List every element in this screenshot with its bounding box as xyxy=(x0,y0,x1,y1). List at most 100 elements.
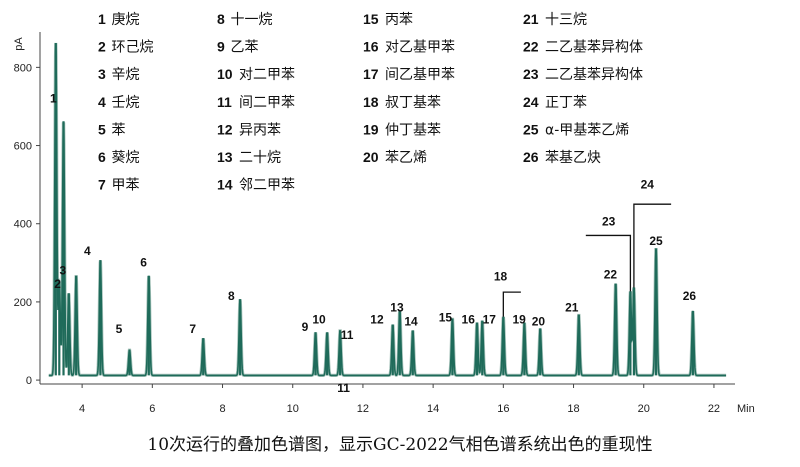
legend-item: 17 间乙基甲苯 xyxy=(363,66,455,83)
legend-compound-name: 辛烷 xyxy=(112,67,140,83)
y-axis-label: pA xyxy=(13,37,25,51)
legend-number: 22 xyxy=(523,39,539,55)
legend-compound-name: 仲丁基苯 xyxy=(385,121,441,138)
legend-compound-name: 乙苯 xyxy=(231,39,259,56)
legend-compound-name: α-甲基苯乙烯 xyxy=(545,121,629,138)
legend-number: 2 xyxy=(98,39,106,55)
legend-compound-name: 丙苯 xyxy=(385,11,413,28)
legend-item: 24 正丁苯 xyxy=(523,94,587,111)
legend-number: 20 xyxy=(363,149,379,165)
y-tick-label: 400 xyxy=(14,219,32,231)
peak-label-25: 25 xyxy=(649,234,663,248)
legend-number: 1 xyxy=(98,11,106,27)
legend-compound-name: 葵烷 xyxy=(112,150,140,166)
legend-compound-name: 苯基乙炔 xyxy=(545,149,601,166)
legend-number: 13 xyxy=(217,149,233,165)
figure-caption: 10次运行的叠加色谱图，显示GC-2022气相色谱系统出色的重现性 xyxy=(147,435,653,455)
peak-label-8: 8 xyxy=(228,289,235,303)
peak-label-12: 12 xyxy=(370,312,384,326)
legend-compound-name: 邻二甲苯 xyxy=(239,177,295,194)
legend-number: 16 xyxy=(363,39,379,55)
peak-label-24: 24 xyxy=(641,178,655,192)
peak-label-26: 26 xyxy=(683,289,697,303)
y-tick-label: 200 xyxy=(14,297,32,309)
legend-item: 16 对乙基甲苯 xyxy=(363,39,455,56)
legend-compound-name: 苯乙烯 xyxy=(385,149,427,166)
peak-label-13: 13 xyxy=(390,301,404,315)
legend-compound-name: 二十烷 xyxy=(239,150,281,166)
legend-item: 25 α-甲基苯乙烯 xyxy=(523,121,629,138)
peak-label-19: 19 xyxy=(512,312,526,326)
legend-number: 15 xyxy=(363,11,379,27)
x-tick-label: 22 xyxy=(708,403,720,415)
peak-label-23: 23 xyxy=(602,215,616,229)
peak-label-7: 7 xyxy=(189,322,196,336)
peak-label-18: 18 xyxy=(494,269,508,283)
peak-label-14: 14 xyxy=(404,314,418,328)
legend-compound-name: 对乙基甲苯 xyxy=(385,39,455,56)
legend-item: 19 仲丁基苯 xyxy=(363,121,441,138)
legend-number: 19 xyxy=(363,121,379,137)
legend-compound-name: 二乙基苯异构体 xyxy=(545,66,643,83)
x-tick-label: 4 xyxy=(79,403,85,415)
legend-compound-name: 异丙苯 xyxy=(239,121,281,138)
legend-number: 7 xyxy=(98,177,106,193)
peak-label-11: 11 xyxy=(337,381,350,395)
legend-number: 11 xyxy=(217,94,232,110)
legend-number: 12 xyxy=(217,121,233,137)
peak-label-15: 15 xyxy=(439,310,453,324)
legend-item: 10 对二甲苯 xyxy=(217,66,295,83)
legend-item: 11 间二甲苯 xyxy=(217,94,295,111)
legend-item: 23 二乙基苯异构体 xyxy=(523,66,643,83)
legend-item: 3 辛烷 xyxy=(98,66,140,83)
x-tick-label: 8 xyxy=(219,403,225,415)
callout-18 xyxy=(502,291,521,317)
legend-number: 24 xyxy=(523,94,539,110)
legend-number: 4 xyxy=(98,94,106,110)
legend-compound-name: 苯 xyxy=(112,121,126,138)
peak-label-5: 5 xyxy=(116,322,123,336)
peak-label-6: 6 xyxy=(140,256,147,270)
legend-compound-name: 间二甲苯 xyxy=(239,94,295,111)
peak-label-1: 1 xyxy=(50,92,57,106)
legend-compound-name: 十一烷 xyxy=(231,12,273,28)
peak-label-9: 9 xyxy=(302,320,309,334)
legend-number: 6 xyxy=(98,149,106,165)
legend-item: 7 甲苯 xyxy=(98,177,140,194)
legend-item: 2 环己烷 xyxy=(98,39,154,56)
legend-compound-name: 对二甲苯 xyxy=(239,66,295,83)
legend-number: 25 xyxy=(523,121,539,137)
legend-number: 3 xyxy=(98,66,106,82)
legend-item: 18 叔丁基苯 xyxy=(363,94,441,111)
x-tick-label: 20 xyxy=(638,403,650,415)
legend-compound-name: 十三烷 xyxy=(545,12,587,28)
peak-label-2: 2 xyxy=(54,277,61,291)
peak-label-3: 3 xyxy=(59,264,66,278)
legend-item: 15 丙苯 xyxy=(363,11,413,28)
legend-item: 1 庚烷 xyxy=(98,11,140,28)
legend-item: 4 壬烷 xyxy=(98,94,140,111)
legend-number: 18 xyxy=(363,94,379,110)
legend-compound-name: 间乙基甲苯 xyxy=(385,66,455,83)
x-tick-label: 16 xyxy=(497,403,509,415)
x-tick-label: 18 xyxy=(567,403,579,415)
x-tick-label: 10 xyxy=(287,403,299,415)
legend-item: 13 二十烷 xyxy=(217,149,281,166)
legend-compound-name: 环己烷 xyxy=(112,40,154,56)
legend-compound-name: 庚烷 xyxy=(112,12,140,28)
legend-number: 5 xyxy=(98,121,106,137)
legend-item: 22 二乙基苯异构体 xyxy=(523,39,643,56)
legend-item: 9 乙苯 xyxy=(217,39,259,56)
legend-number: 21 xyxy=(523,11,539,27)
legend-item: 20 苯乙烯 xyxy=(363,149,427,166)
legend-number: 9 xyxy=(217,39,225,55)
peak-label-21: 21 xyxy=(565,301,579,315)
peak-label-22: 22 xyxy=(604,267,618,281)
legend-item: 12 异丙苯 xyxy=(217,121,281,138)
legend-number: 10 xyxy=(217,66,233,82)
x-tick-label: 6 xyxy=(149,403,155,415)
chromatogram-trace xyxy=(48,42,727,377)
